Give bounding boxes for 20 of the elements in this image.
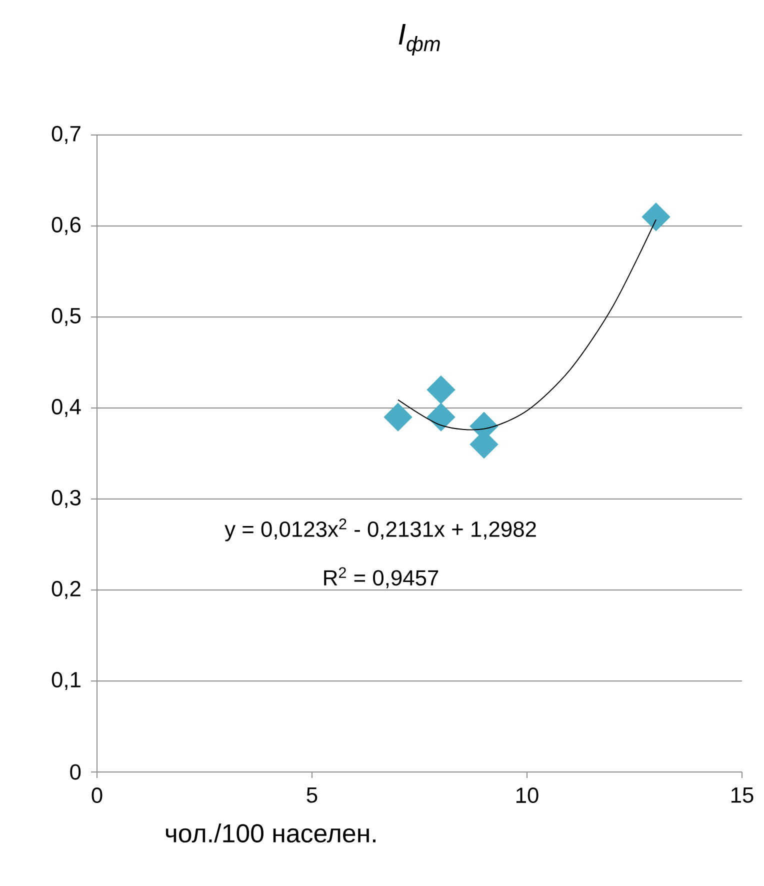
y-tick-label: 0 xyxy=(70,764,81,780)
x-axis-title: чол./100 населен. xyxy=(166,824,376,843)
annotation: R$^{2}$ = 0,9457 xyxy=(324,567,438,588)
x-tick-label: 5 xyxy=(306,788,318,803)
x-tick-label: 10 xyxy=(516,788,538,804)
y-tick-label: 0,4 xyxy=(52,398,81,418)
point xyxy=(426,402,456,432)
y-tick-label: 0,3 xyxy=(52,490,81,508)
point xyxy=(642,202,670,232)
y-tick-label: 0,2 xyxy=(52,580,80,600)
annotation: y = 0,0123x$^{2}$ - 0,2131x + 1,2982 xyxy=(224,518,536,542)
y-tick-label: 0,6 xyxy=(52,216,81,236)
x-tick-label: 15 xyxy=(731,788,754,803)
x-tick-label: 0 xyxy=(92,788,102,804)
point xyxy=(426,375,456,404)
chart-title: I$_{фт}$ xyxy=(398,24,440,56)
y-tick-label: 0,1 xyxy=(52,672,80,690)
point xyxy=(384,402,412,432)
y-tick-label: 0,7 xyxy=(52,126,80,144)
y-tick-label: 0,5 xyxy=(52,308,81,326)
